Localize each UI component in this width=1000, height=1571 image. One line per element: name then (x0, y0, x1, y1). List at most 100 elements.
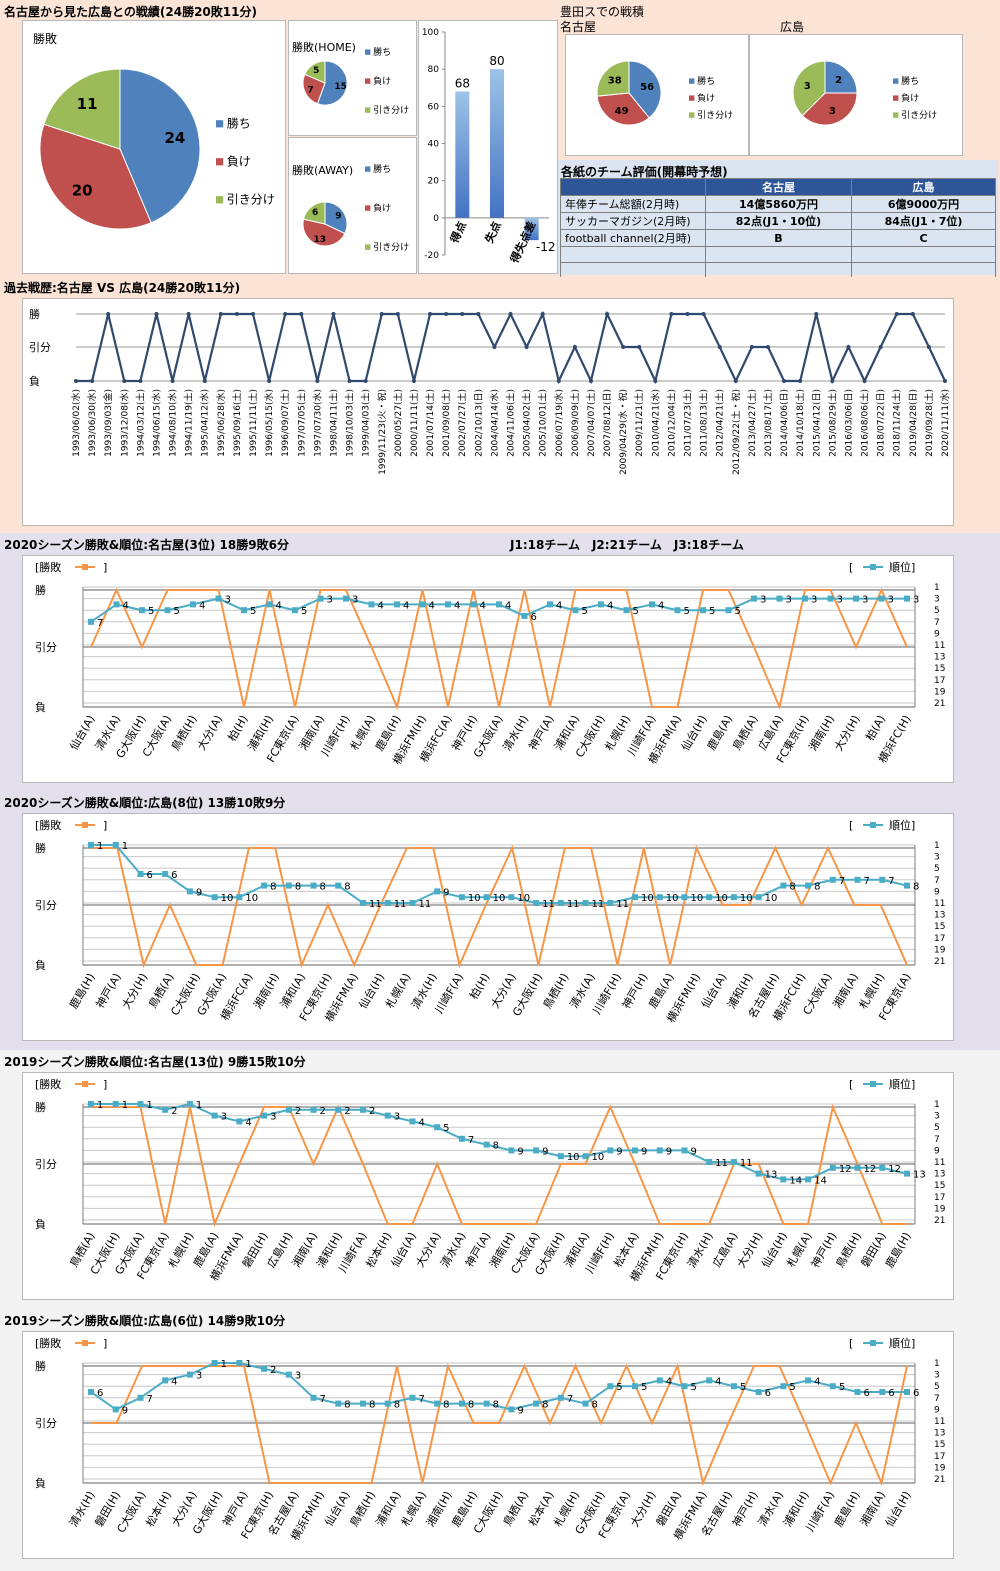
rank-point (623, 607, 630, 614)
rank-point-label: 2 (171, 1106, 177, 1117)
rank-line (91, 1102, 908, 1181)
rank-point-label: 8 (789, 882, 795, 893)
rank-point-label: 12 (888, 1164, 901, 1175)
rank-point-label: 3 (221, 1112, 227, 1123)
rank-point (755, 894, 762, 901)
rank-point-label: 10 (765, 893, 778, 904)
result-line (91, 1103, 907, 1228)
rank-point (681, 1147, 688, 1154)
rank-tick-label: 17 (934, 1452, 945, 1462)
rank-point (805, 1377, 812, 1384)
legend-label: 引き分け (373, 242, 409, 253)
history-point (154, 312, 159, 316)
legend-label: 勝ち (373, 46, 391, 58)
rank-tick-label: 1 (934, 1359, 940, 1369)
rank-point-label: 5 (174, 606, 180, 617)
rank-point-label: 5 (709, 606, 715, 617)
bar-y-tick-label: 100 (422, 28, 439, 38)
history-date-label: 2001/09/08(土) (440, 389, 452, 457)
history-date-label: 2015/08/29(土) (826, 389, 838, 457)
pie-slice-label: 3 (829, 106, 836, 117)
eval-header-cell (560, 178, 706, 196)
history-date-label: 2004/11/06(土) (505, 389, 517, 457)
toyota-nagoya-label: 名古屋 (560, 20, 597, 34)
legend-label: 負け (901, 92, 919, 104)
rank-point-label: 8 (592, 1400, 598, 1411)
bar-y-tick-label: 0 (433, 214, 439, 224)
season-nagoya-2019-section: 2019シーズン勝敗&順位:名古屋(13位) 9勝15敗10分 [勝敗] [順位]… (0, 1050, 1000, 1309)
history-point (685, 312, 690, 316)
pie-slice (628, 60, 662, 119)
opponent-label: 柏(H) (466, 971, 492, 1002)
rank-point (445, 601, 451, 608)
rank-legend-label: 順位] (889, 818, 915, 832)
rank-point (656, 1147, 663, 1154)
history-point (74, 379, 78, 383)
rank-point-label: 3 (225, 595, 231, 606)
rank-point-label: 14 (789, 1175, 802, 1186)
rank-tick-label: 5 (934, 606, 940, 616)
history-point (878, 345, 883, 349)
legend-swatch (365, 78, 371, 84)
rank-point (483, 1141, 490, 1148)
rank-point-label: 3 (913, 595, 919, 606)
opponent-label: 仙台(H) (356, 971, 388, 1012)
history-date-label: 2009/04/29(水・祝) (617, 389, 629, 475)
rank-point (434, 1124, 441, 1131)
rank-point-label: 11 (740, 1158, 753, 1169)
rank-point-label: 4 (276, 600, 282, 611)
opponent-label: 大分(A) (194, 713, 225, 753)
result-legend-label: [勝敗 (35, 1336, 61, 1350)
rank-point (285, 1106, 292, 1113)
eval-row: 年俸チーム総額(2月時) 14億5860万円 6億9000万円 (560, 195, 996, 213)
rank-point (730, 1159, 737, 1165)
rank-point-label: 11 (418, 899, 431, 910)
history-date-label: 2012/09/22(土・祝) (730, 389, 742, 475)
eval-cell: 年俸チーム総額(2月時) (560, 195, 706, 213)
history-point (476, 312, 481, 316)
history-point (492, 345, 497, 349)
season-nagoya-2020-section: 2020シーズン勝敗&順位:名古屋(3位) 18勝9敗6分 J1:18チーム J… (0, 533, 1000, 791)
goal-bar-value: 80 (489, 54, 504, 68)
rank-point (88, 842, 94, 848)
history-date-label: 1995/09/16(土) (231, 389, 243, 457)
history-point (283, 312, 288, 316)
rank-point (904, 882, 910, 889)
season-hiroshima-2020-section: 2020シーズン勝敗&順位:広島(8位) 13勝10敗9分 [勝敗][順位] 1 3… (0, 791, 1000, 1050)
rank-point (137, 1101, 144, 1107)
opponent-label: 仙台(H) (882, 1489, 914, 1530)
rank-point (458, 1400, 465, 1407)
rank-point-label: 4 (814, 1376, 820, 1387)
rank-point-label: 10 (517, 893, 530, 904)
rank-point (409, 900, 416, 906)
result-legend-label: [勝敗 (35, 1077, 61, 1091)
history-date-label: 1995/06/28(水) (215, 389, 227, 457)
pie-slice-label: 5 (313, 66, 319, 76)
opponent-label: 大分(H) (119, 971, 151, 1012)
pie-slice-label: 49 (615, 106, 629, 117)
rank-legend-marker (870, 1340, 876, 1346)
rank-point (190, 601, 196, 608)
pie-slice (302, 218, 346, 247)
rank-point-label: 7 (418, 1394, 424, 1405)
eval-box: 各紙のチーム評価(開幕時予想) 名古屋 広島 年俸チーム総額(2月時) 14億5… (558, 160, 998, 279)
rank-point (776, 595, 783, 602)
bar-y-tick-label: 80 (428, 65, 440, 75)
rank-point-label: 14 (814, 1175, 827, 1186)
pie-slice-label: 3 (804, 81, 811, 92)
eval-cell: 84点(J1・7位) (851, 212, 996, 230)
pie-slice-label: 11 (77, 95, 98, 113)
rank-point-label: 11 (567, 899, 580, 910)
history-point (395, 312, 400, 316)
history-point (299, 312, 304, 316)
rank-point-label: 6 (97, 1388, 103, 1399)
rank-point (261, 1365, 268, 1372)
history-date-label: 1994/06/15(水) (150, 389, 162, 457)
rank-point (335, 1400, 342, 1407)
rank-point-label: 7 (97, 618, 103, 629)
rank-point-label: 11 (616, 899, 629, 910)
rank-point-label: 5 (582, 606, 588, 617)
opponent-label: 神戸(H) (619, 971, 651, 1012)
